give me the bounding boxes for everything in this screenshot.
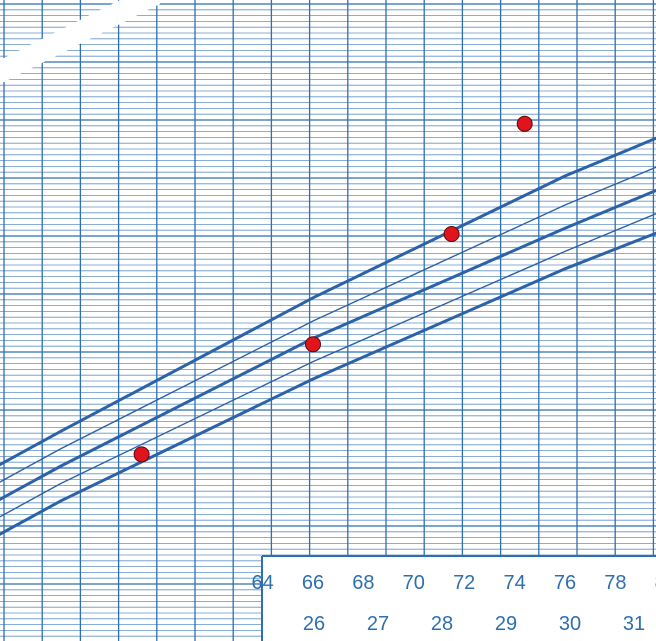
tick-label-cm: 80 (655, 572, 656, 594)
percentile-curve (0, 136, 656, 467)
tick-label-inch: 31 (623, 613, 645, 635)
tick-label-cm: 70 (403, 572, 425, 594)
tick-label-cm: 64 (251, 572, 273, 594)
data-point (443, 226, 460, 242)
tick-label-inch: 30 (559, 613, 581, 635)
tick-label-inch: 27 (367, 613, 389, 635)
percentile-curve (0, 166, 656, 483)
percentile-curve (0, 231, 656, 536)
tick-label-cm: 78 (604, 572, 626, 594)
tick-label-cm: 76 (554, 572, 576, 594)
tick-label-inch: 26 (303, 613, 325, 635)
tick-label-cm: 74 (503, 572, 525, 594)
tick-label-inch: 28 (431, 613, 453, 635)
data-point (516, 115, 533, 132)
tick-label-cm: 72 (453, 572, 475, 594)
data-point (305, 336, 321, 353)
axis-label-box: 646668707274767880828 262728293031323 (251, 555, 656, 641)
data-point (133, 446, 150, 463)
cm-tick-labels: 646668707274767880828 (251, 572, 656, 594)
percentile-curve (0, 212, 656, 518)
data-points (133, 115, 533, 463)
white-diagonal-band (0, 0, 160, 84)
tick-label-cm: 68 (352, 572, 374, 594)
inch-tick-labels: 262728293031323 (303, 613, 645, 635)
tick-label-inch: 29 (495, 613, 517, 635)
tick-label-cm: 66 (302, 572, 324, 594)
